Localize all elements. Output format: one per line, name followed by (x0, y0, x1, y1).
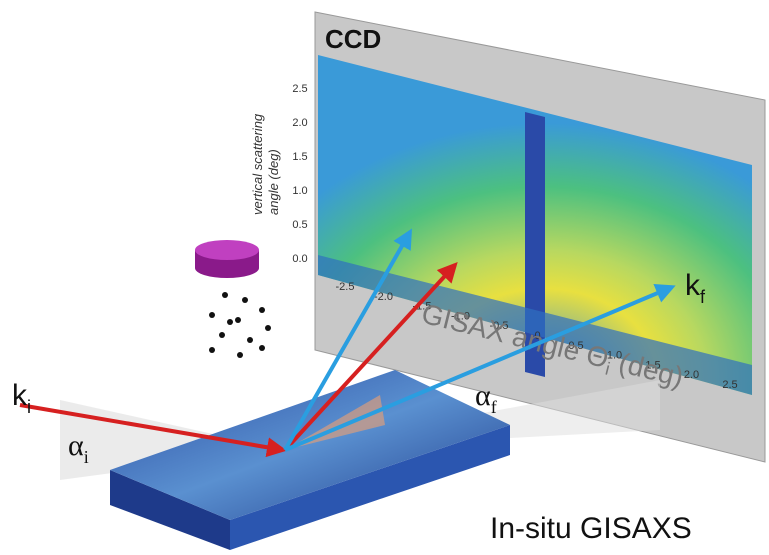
k-in-main: k (12, 379, 28, 412)
alpha-in-sub: i (84, 447, 89, 467)
source-disk-top (195, 240, 259, 260)
caption: In-situ GISAXS (490, 512, 692, 545)
alpha-in-main: α (68, 429, 84, 462)
x-tick-label: 2.5 (722, 379, 737, 391)
alpha-out-main: α (475, 379, 491, 412)
ccd-title: CCD (325, 24, 381, 54)
y-tick-label: 2.5 (292, 83, 307, 95)
y-tick-label: 1.5 (292, 151, 307, 163)
y-tick-label: 0.0 (292, 253, 307, 265)
k-in-sub: i (27, 397, 31, 417)
k-out-main: k (685, 269, 701, 302)
diagram: CCD vertical scatteringangle (deg) 2.5 2.… (0, 0, 769, 555)
y-tick-label: 0.5 (292, 219, 307, 231)
y-tick-label: 2.0 (292, 117, 307, 129)
alpha-out-sub: f (491, 397, 497, 417)
x-tick-label: 2.0 (684, 369, 699, 381)
y-axis-label: vertical scatteringangle (deg) (250, 113, 281, 215)
y-label-line: vertical scattering (250, 113, 265, 215)
particles (209, 292, 271, 358)
x-tick-label: -2.5 (336, 281, 355, 293)
y-label-line: angle (deg) (266, 149, 281, 215)
k-in: ki (12, 379, 31, 417)
y-tick-label: 1.0 (292, 185, 307, 197)
